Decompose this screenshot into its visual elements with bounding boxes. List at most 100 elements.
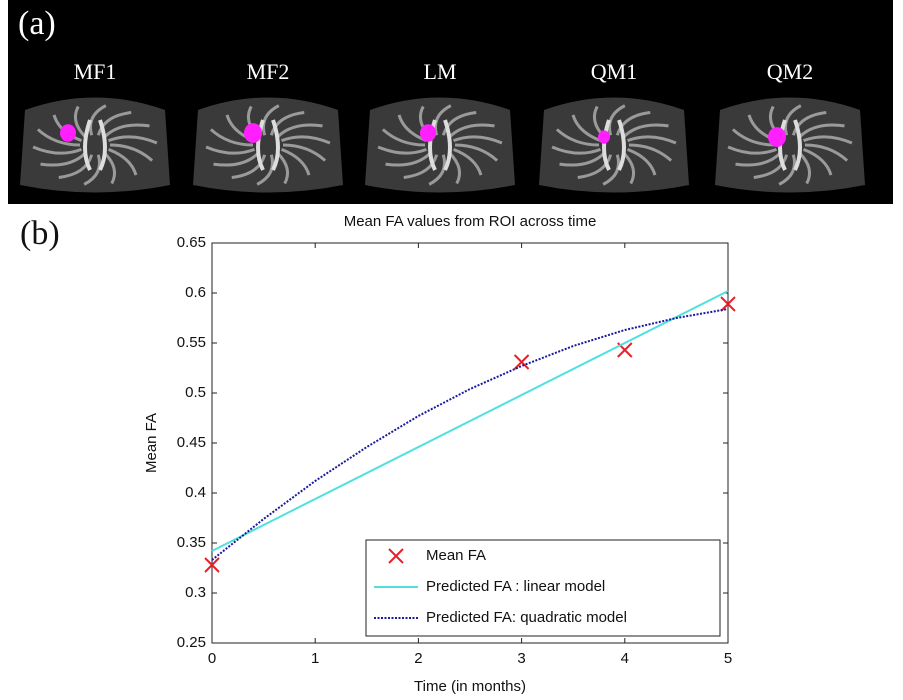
- white-matter: [804, 143, 849, 162]
- x-axis-label: Time (in months): [414, 678, 526, 695]
- white-matter: [385, 151, 432, 167]
- ventricle: [778, 119, 802, 171]
- y-tick-label: 0.5: [185, 384, 206, 401]
- y-tick-label: 0.55: [177, 334, 206, 351]
- white-matter: [231, 154, 267, 179]
- white-matter: [58, 154, 94, 179]
- white-matter: [731, 128, 776, 147]
- white-matter: [269, 111, 305, 136]
- white-matter: [276, 123, 323, 139]
- white-matter: [602, 154, 621, 186]
- image-label: LM: [424, 59, 457, 84]
- image-label: QM2: [767, 59, 813, 84]
- white-matter: [802, 135, 853, 145]
- white-matter: [36, 128, 81, 147]
- white-matter: [559, 151, 606, 167]
- white-matter: [83, 154, 102, 186]
- white-matter: [448, 151, 462, 185]
- brain-slice: [715, 97, 865, 193]
- legend-symbol: [388, 548, 404, 564]
- white-matter: [452, 147, 483, 176]
- y-tick-label: 0.45: [177, 434, 206, 451]
- white-matter: [433, 104, 452, 136]
- x-tick-label: 5: [724, 650, 732, 667]
- brain-slice: [539, 97, 689, 193]
- white-matter: [205, 145, 256, 155]
- white-matter: [615, 111, 651, 136]
- image-label: MF2: [247, 59, 290, 84]
- white-matter: [377, 145, 428, 155]
- legend-label: Predicted FA: quadratic model: [426, 609, 627, 626]
- legend-label: Predicted FA : linear model: [426, 578, 605, 595]
- white-matter: [88, 104, 107, 136]
- white-matter: [441, 111, 477, 136]
- x-tick-label: 4: [621, 650, 629, 667]
- white-matter: [282, 143, 327, 162]
- white-matter: [778, 154, 797, 186]
- panel-a-label: (a): [18, 5, 56, 42]
- legend: Mean FA Predicted FA : linear model Predic…: [365, 539, 721, 637]
- white-matter: [103, 123, 150, 139]
- white-matter: [213, 151, 260, 167]
- white-matter: [454, 143, 499, 162]
- y-tick-label: 0.4: [185, 484, 206, 501]
- white-matter: [107, 135, 158, 145]
- white-matter: [727, 145, 778, 155]
- white-matter: [256, 154, 275, 186]
- white-matter: [96, 111, 132, 136]
- fit-line: [211, 290, 729, 552]
- white-matter: [607, 104, 626, 136]
- roi: [244, 123, 262, 143]
- white-matter: [448, 123, 495, 139]
- data-point: [204, 557, 220, 573]
- white-matter: [276, 151, 290, 185]
- white-matter: [209, 128, 254, 147]
- white-matter: [571, 114, 602, 143]
- white-matter: [626, 147, 657, 176]
- white-matter: [32, 145, 83, 155]
- white-matter: [802, 147, 833, 176]
- x-tick-label: 3: [517, 650, 525, 667]
- x-tick-label: 2: [414, 650, 422, 667]
- roi: [420, 124, 436, 142]
- white-matter: [577, 154, 613, 179]
- white-matter: [452, 135, 503, 145]
- white-matter: [783, 104, 802, 136]
- image-label: QM1: [591, 59, 637, 84]
- white-matter: [735, 151, 782, 167]
- ventricle: [256, 119, 280, 171]
- white-matter: [381, 128, 426, 147]
- legend-label: Mean FA: [426, 547, 486, 564]
- roi: [598, 130, 610, 144]
- white-matter: [103, 151, 117, 185]
- white-matter: [428, 154, 447, 186]
- white-matter: [626, 135, 677, 145]
- white-matter: [551, 145, 602, 155]
- roi: [60, 124, 76, 142]
- white-matter: [798, 151, 812, 185]
- white-matter: [40, 151, 87, 167]
- ventricle: [83, 119, 107, 171]
- panel-b-label: (b): [20, 215, 60, 252]
- x-tick-label: 0: [208, 650, 216, 667]
- brain-slice: [20, 97, 170, 193]
- data-point: [513, 354, 530, 370]
- white-matter: [791, 111, 827, 136]
- y-tick-label: 0.35: [177, 534, 206, 551]
- legend-box: [365, 539, 721, 637]
- white-matter: [555, 128, 600, 147]
- data-point: [720, 296, 736, 312]
- roi: [768, 127, 786, 147]
- white-matter: [280, 147, 311, 176]
- brain-slice: [365, 97, 515, 193]
- white-matter: [280, 135, 331, 145]
- brain-slice: [193, 97, 343, 193]
- white-matter: [403, 154, 439, 179]
- image-label: MF1: [74, 59, 117, 84]
- white-matter: [798, 123, 845, 139]
- y-tick-label: 0.25: [177, 634, 206, 651]
- white-matter: [622, 151, 636, 185]
- white-matter: [73, 105, 87, 139]
- chart-title: Mean FA values from ROI across time: [344, 213, 597, 230]
